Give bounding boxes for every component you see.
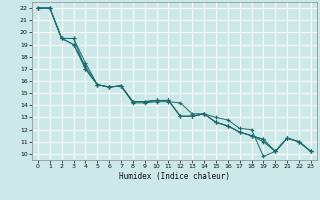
X-axis label: Humidex (Indice chaleur): Humidex (Indice chaleur) bbox=[119, 172, 230, 181]
